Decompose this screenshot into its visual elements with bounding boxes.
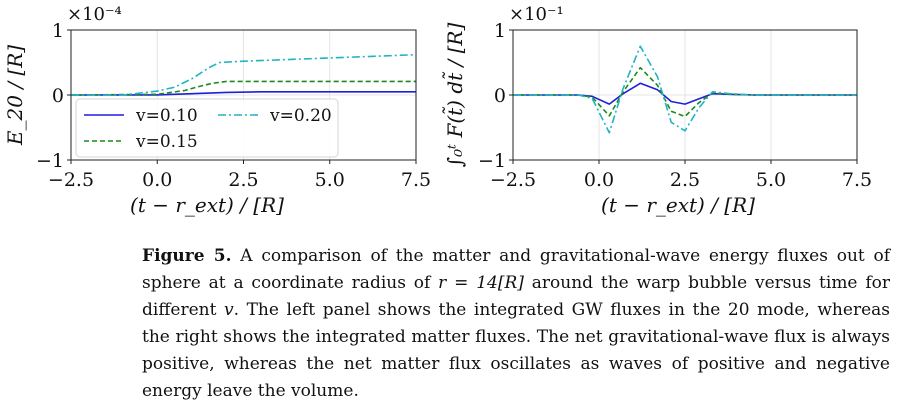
y-axis-title: ∫₀ᵗ F(t̃) dt̃ / [R] — [441, 23, 467, 168]
chart-panel-left: −2.5 0.0 2.5 5.0 7.5 −1 0 1×10⁻⁴ (t − r_ext) / [… — [3, 4, 431, 217]
legend-label-v=0.10: v=0.10 — [135, 106, 198, 126]
y-tick-label: −1 — [478, 150, 506, 172]
caption-label: Figure 5. — [142, 246, 232, 266]
series-line-v=0.15 — [70, 80, 416, 96]
caption-v-symbol: v — [224, 300, 234, 320]
x-tick-label: −2.5 — [490, 169, 536, 191]
x-axis-title: (t − r_ext) / [R] — [130, 193, 284, 217]
caption-r-expr: r = 14[R] — [438, 273, 524, 293]
x-tick-label: 0.0 — [142, 169, 172, 191]
x-tick-label: 2.5 — [228, 169, 258, 191]
series-line-v=0.10 — [70, 91, 416, 96]
x-tick-label: 7.5 — [842, 169, 872, 191]
y-axis-title: E_20 / [R] — [3, 45, 27, 146]
x-tick-label: 2.5 — [670, 169, 700, 191]
legend-label-v=0.20: v=0.20 — [269, 106, 332, 126]
legend: v=0.10 v=0.15 v=0.20 — [75, 98, 339, 158]
x-tick-label: −2.5 — [48, 169, 94, 191]
axis-offset-label: ×10⁻¹ — [509, 4, 564, 25]
caption-text-1: A comparison of the matter and gravitati… — [142, 246, 890, 293]
legend-box — [75, 98, 339, 158]
series-line-v=0.20 — [513, 45, 857, 134]
legend-label-v=0.15: v=0.15 — [135, 132, 198, 152]
y-tick-label: −1 — [36, 150, 64, 172]
caption-text-3: . The left panel shows the integrated GW… — [142, 300, 890, 401]
chart-panel-right: −2.5 0.0 2.5 5.0 7.5 −1 0 1×10⁻¹ (t − r_ext) / [… — [441, 4, 872, 217]
x-tick-label: 5.0 — [315, 169, 345, 191]
x-tick-label: 7.5 — [401, 169, 431, 191]
x-axis-title: (t − r_ext) / [R] — [601, 193, 755, 217]
axis-offset-label: ×10⁻⁴ — [67, 4, 122, 25]
x-tick-label: 5.0 — [756, 169, 786, 191]
y-tick-label: 1 — [494, 20, 506, 42]
y-tick-label: 0 — [494, 85, 506, 107]
y-tick-label: 1 — [52, 20, 64, 42]
y-tick-label: 0 — [52, 85, 64, 107]
figure-canvas: −2.5 0.0 2.5 5.0 7.5−101×10⁻⁴(t − r_ext) / [… — [3, 4, 872, 217]
caption-text-2: around the warp bubble versus time for d… — [142, 273, 890, 320]
figure-caption: Figure 5. A comparison of the matter and… — [142, 243, 890, 405]
x-tick-label: 0.0 — [584, 169, 614, 191]
series-line-v=0.20 — [71, 53, 417, 96]
